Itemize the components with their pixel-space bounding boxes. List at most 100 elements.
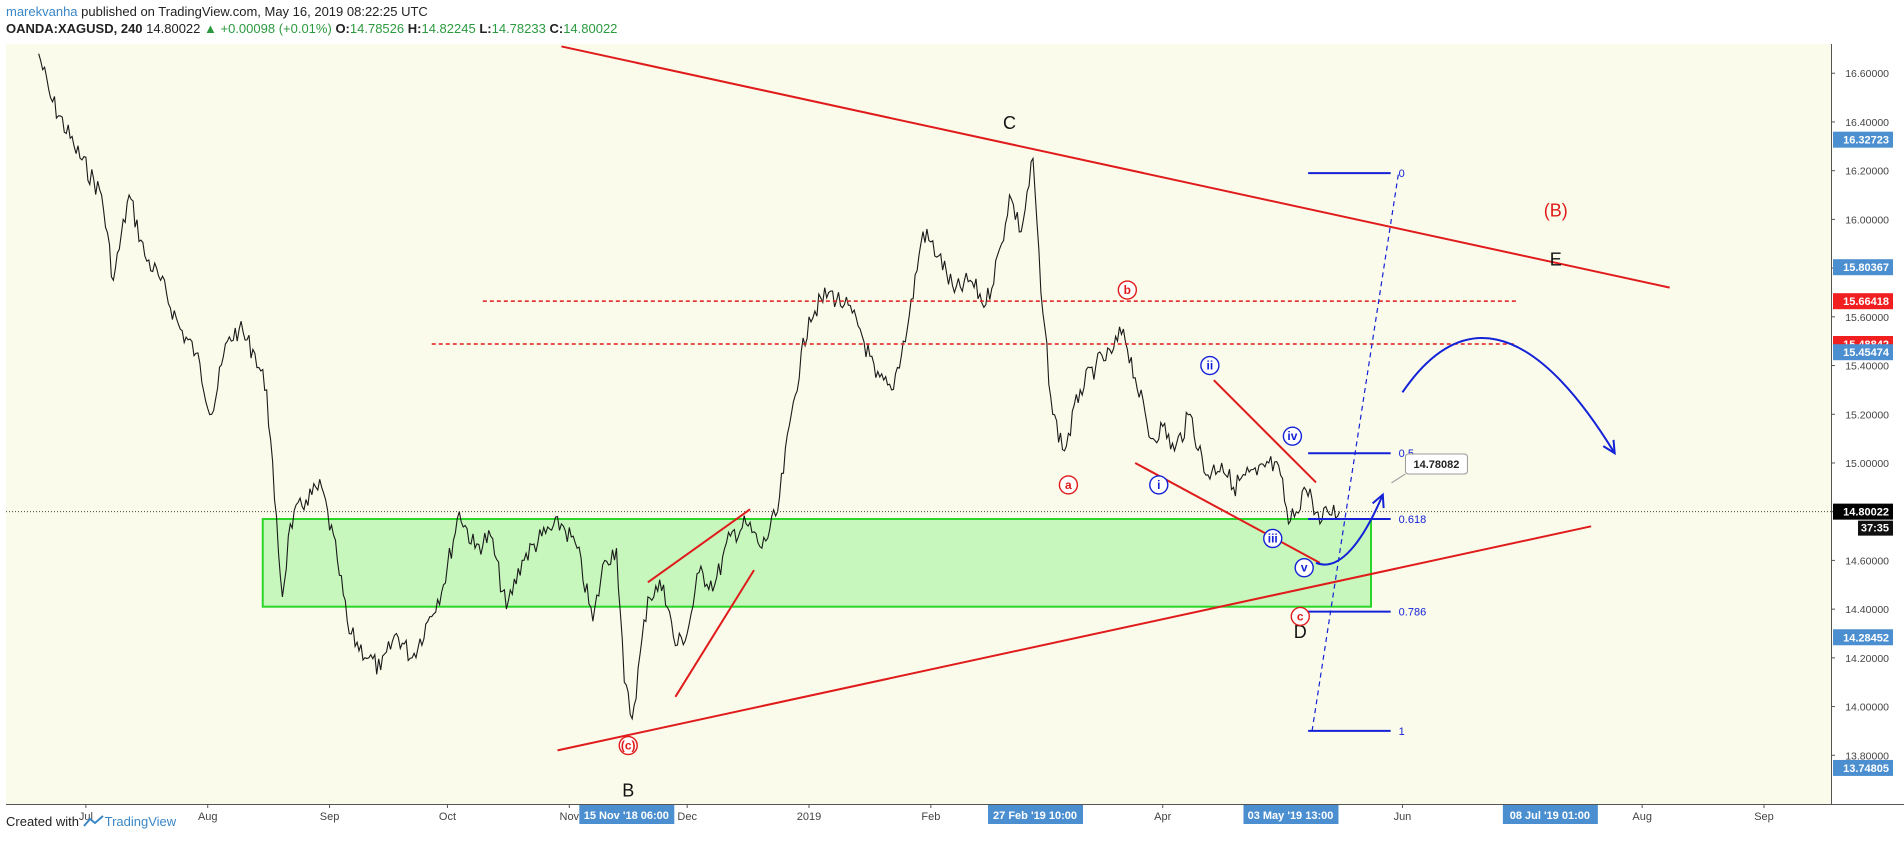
x-tick-label-11: Sep xyxy=(1754,811,1774,823)
fib-level-label-4: 1 xyxy=(1399,726,1405,738)
low-value: 14.78233 xyxy=(491,21,546,36)
subwave-red-label-3: c xyxy=(1297,609,1304,623)
wave-label-red-0: (B) xyxy=(1544,201,1568,221)
countdown-badge xyxy=(1858,520,1893,536)
last-price: 14.80022 xyxy=(146,21,201,36)
close-label: C: xyxy=(549,21,564,36)
subwave-red-label-1-circle xyxy=(1058,475,1079,495)
wave-label-D: D xyxy=(1294,622,1307,642)
price-axis-badge-label-6: 13.74805 xyxy=(1843,763,1889,775)
fib-level-label-3: 0.786 xyxy=(1399,607,1427,619)
author-link[interactable]: marekvanha xyxy=(6,4,78,19)
price-axis-badge-label-2: 15.66418 xyxy=(1843,296,1889,308)
x-tick-label-3: Oct xyxy=(439,811,456,823)
trend-line-3 xyxy=(674,569,755,698)
tradingview-logo-icon xyxy=(82,815,104,827)
subwave-blue-label-4: v xyxy=(1301,561,1308,575)
y-tick-label-13: 14.00000 xyxy=(1845,702,1889,714)
forecast-arrow-1 xyxy=(1401,337,1616,454)
subwave-red-label-2: b xyxy=(1124,283,1131,297)
price-axis-background[interactable] xyxy=(1832,44,1904,804)
low-label: L: xyxy=(479,21,492,36)
subwave-blue-label-0: i xyxy=(1157,478,1160,492)
time-axis-badge-label-1: 27 Feb '19 10:00 xyxy=(993,810,1077,822)
trend-line-2 xyxy=(647,508,751,584)
price-axis-badge-0 xyxy=(1833,131,1893,148)
subwave-red-label-3-circle xyxy=(1290,606,1310,627)
time-axis-badge-label-0: 15 Nov '18 06:00 xyxy=(584,810,669,822)
price-axis-badge-label-4: 15.45474 xyxy=(1843,347,1890,359)
wave-label-E: E xyxy=(1550,249,1562,269)
subwave-blue-label-2: iii xyxy=(1268,531,1278,545)
fib-level-label-2: 0.618 xyxy=(1399,514,1427,526)
subwave-blue-label-2-circle xyxy=(1263,528,1283,549)
wave-label-B: B xyxy=(622,780,634,800)
trend-line-0 xyxy=(561,45,1670,289)
symbol-name: OANDA:XAGUSD, 240 xyxy=(6,21,143,36)
y-tick-label-3: 16.00000 xyxy=(1845,214,1889,226)
subwave-red-label-1: a xyxy=(1065,478,1072,492)
tradingview-brand-link[interactable]: TradingView xyxy=(104,814,177,829)
subwave-blue-label-3: iv xyxy=(1287,429,1297,443)
y-tick-label-14: 13.80000 xyxy=(1845,750,1889,762)
publish-info: marekvanha published on TradingView.com,… xyxy=(6,4,428,19)
x-tick-label-8: Apr xyxy=(1154,811,1171,823)
footer: Created with TradingView xyxy=(6,814,176,829)
subwave-blue-label-1-circle xyxy=(1200,355,1220,376)
wave-label-C: C xyxy=(1003,113,1016,133)
price-series-line xyxy=(38,53,1341,721)
x-tick-label-5: Dec xyxy=(677,811,697,823)
y-tick-label-10: 14.60000 xyxy=(1845,555,1889,567)
x-tick-label-10: Aug xyxy=(1632,811,1652,823)
x-tick-label-9: Jun xyxy=(1394,811,1412,823)
y-tick-label-11: 14.40000 xyxy=(1845,604,1889,616)
x-tick-label-6: 2019 xyxy=(797,811,821,823)
price-axis-badge-5 xyxy=(1833,629,1893,646)
price-tooltip: 14.78082 xyxy=(1414,459,1460,471)
y-tick-label-7: 15.20000 xyxy=(1845,409,1889,421)
x-tick-label-4: Nov xyxy=(560,811,580,823)
chart-plot-area[interactable] xyxy=(6,44,1831,804)
trend-line-1 xyxy=(557,525,1592,752)
subwave-red-label-0-circle xyxy=(618,735,638,756)
subwave-red-label-2-circle xyxy=(1117,280,1138,300)
high-value: 14.82245 xyxy=(421,21,476,36)
time-axis-badge-label-3: 08 Jul '19 01:00 xyxy=(1510,810,1590,822)
y-tick-label-8: 15.00000 xyxy=(1845,458,1889,470)
x-tick-label-7: Feb xyxy=(921,811,940,823)
last-price-badge-label: 14.80022 xyxy=(1843,507,1889,519)
forecast-arrow-0 xyxy=(1315,494,1384,566)
y-tick-label-0: 16.60000 xyxy=(1845,68,1889,80)
countdown-label: 37:35 xyxy=(1861,523,1889,535)
price-axis-badge-4 xyxy=(1833,344,1893,361)
last-price-badge xyxy=(1833,503,1893,520)
subwave-blue-label-4-circle xyxy=(1294,558,1314,578)
time-axis-badge-0 xyxy=(579,805,675,824)
price-axis-badge-label-1: 15.80367 xyxy=(1843,262,1889,274)
open-value: 14.78526 xyxy=(349,21,405,36)
y-tick-label-2: 16.20000 xyxy=(1845,166,1889,178)
symbol-line: OANDA:XAGUSD, 240 14.80022 ▲ +0.00098 (+… xyxy=(6,21,617,36)
fib-level-label-0: 0 xyxy=(1399,168,1405,180)
time-axis-badge-3 xyxy=(1502,805,1598,824)
open-label: O: xyxy=(335,21,350,36)
subwave-blue-label-1: ii xyxy=(1207,359,1214,373)
high-label: H: xyxy=(407,21,422,36)
support-zone xyxy=(261,518,1373,608)
price-axis-badge-label-5: 14.28452 xyxy=(1843,632,1889,644)
trend-line-4 xyxy=(1213,379,1317,484)
subwave-red-label-0: (c) xyxy=(621,739,636,753)
x-tick-label-2: Sep xyxy=(320,811,340,823)
forecast-arrowhead-0 xyxy=(1371,492,1385,509)
price-tooltip-box xyxy=(1404,453,1468,475)
time-axis-badge-1 xyxy=(988,805,1084,824)
forecast-arrowhead-1 xyxy=(1602,439,1616,456)
fib-projection-line xyxy=(1311,173,1400,732)
y-tick-label-1: 16.40000 xyxy=(1845,117,1889,129)
created-with-text: Created with xyxy=(6,814,79,829)
y-tick-label-12: 14.20000 xyxy=(1845,653,1889,665)
x-tick-label-1: Aug xyxy=(198,811,218,823)
price-axis-badge-1 xyxy=(1833,259,1893,276)
change-value: ▲ +0.00098 (+0.01%) xyxy=(204,21,332,36)
